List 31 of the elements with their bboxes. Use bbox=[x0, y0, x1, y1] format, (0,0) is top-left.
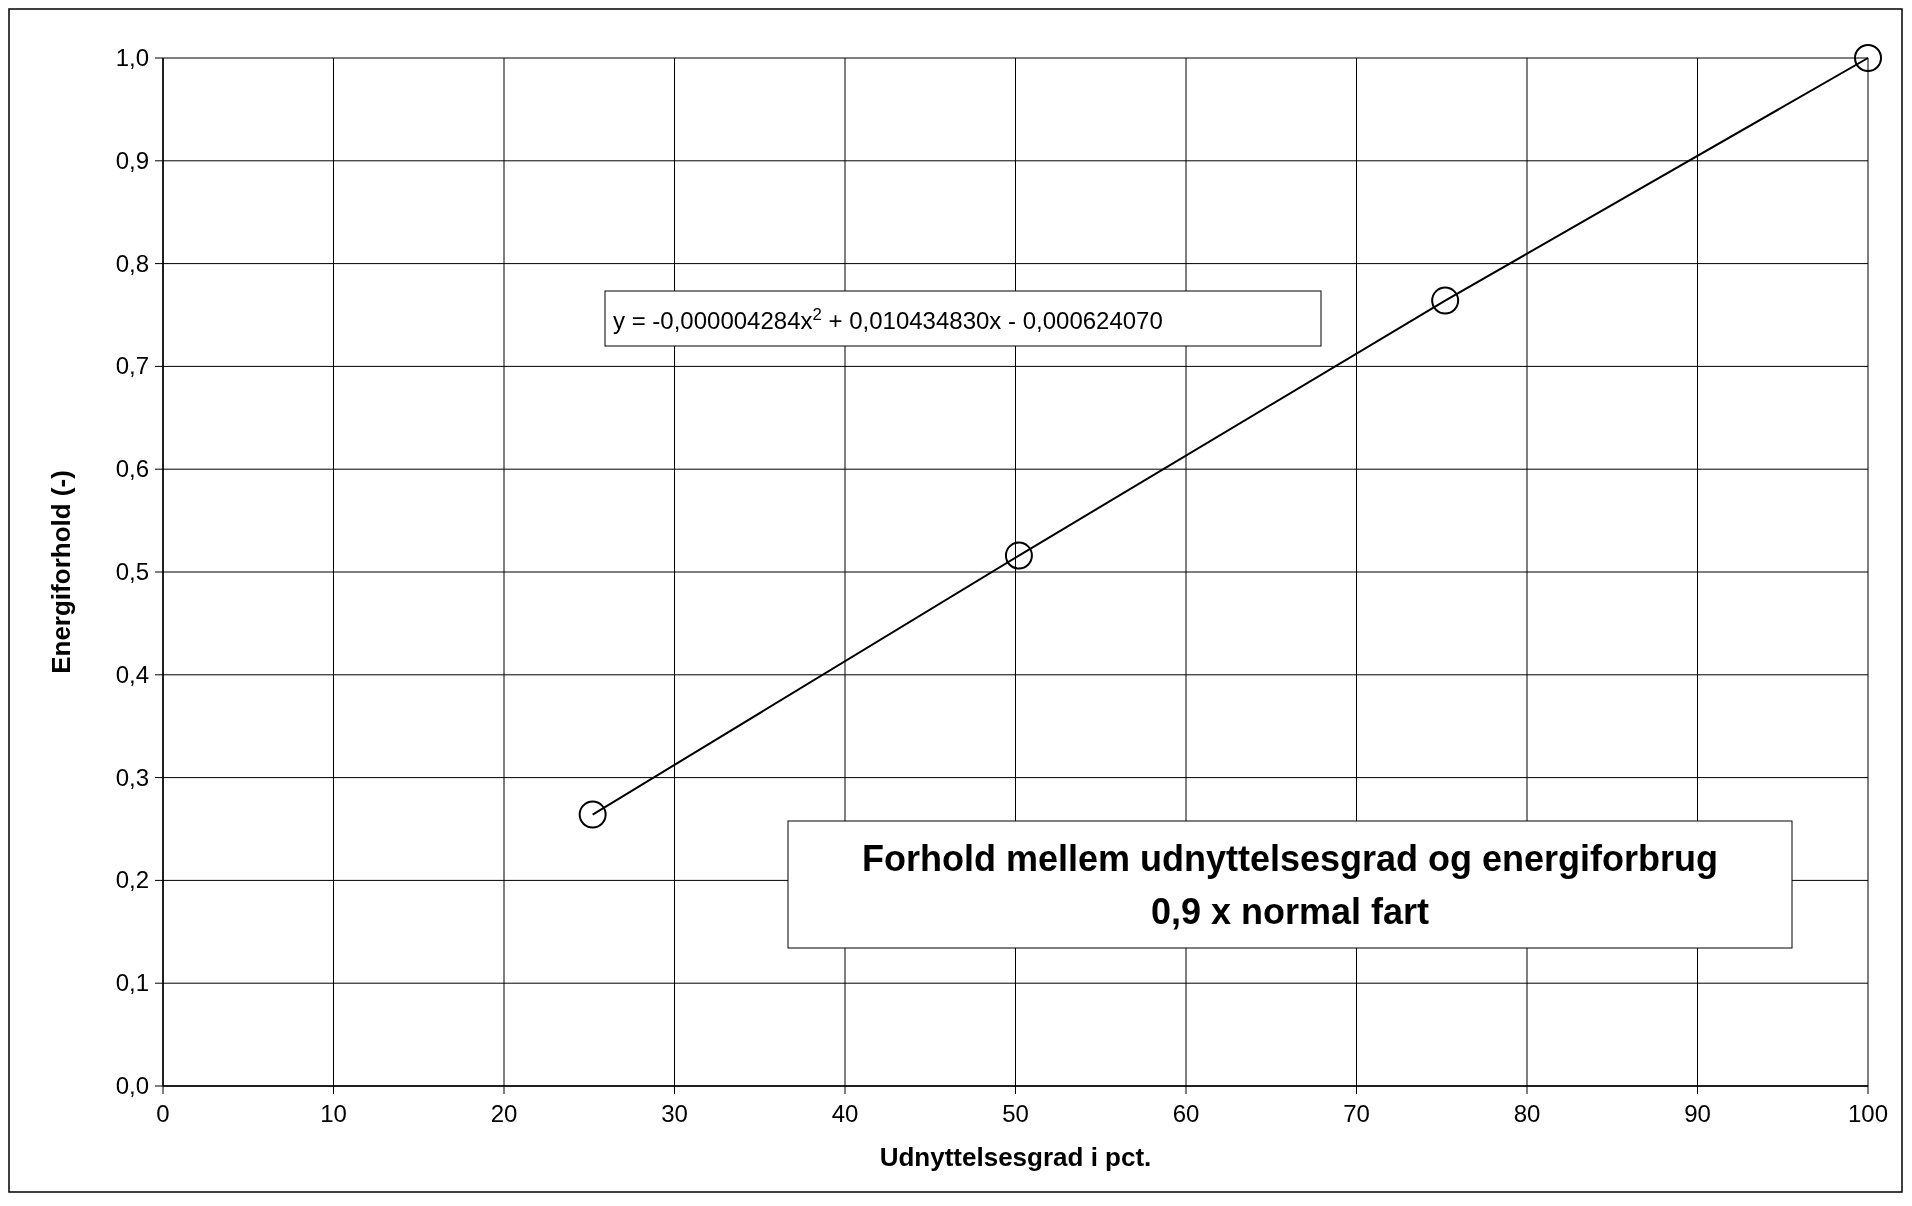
x-tick-label: 40 bbox=[831, 1100, 859, 1127]
point bbox=[578, 800, 607, 829]
x-tick-label: 60 bbox=[1172, 1100, 1200, 1127]
x-tick-label: 80 bbox=[1513, 1100, 1541, 1127]
x-tick-label: 0 bbox=[156, 1100, 170, 1127]
y-tick-label: 1,0 bbox=[115, 44, 149, 71]
x-tick-label: 100 bbox=[1847, 1100, 1889, 1127]
x-tick-label: 90 bbox=[1684, 1100, 1711, 1127]
y-tick-label: 0,9 bbox=[115, 146, 149, 174]
x-axis-title: Udnyttelsesgrad i pct. bbox=[879, 1142, 1152, 1172]
point bbox=[1431, 286, 1460, 315]
x-tick-label: 30 bbox=[661, 1100, 688, 1127]
y-tick-label: 0,5 bbox=[115, 558, 149, 585]
y-tick-label: 0,4 bbox=[115, 660, 149, 688]
y-tick-label: 0,8 bbox=[115, 249, 149, 277]
y-tick-label: 0,1 bbox=[115, 969, 149, 997]
y-axis-title: Energiforhold (-) bbox=[46, 470, 76, 674]
annotation: y = -0,000004284x$^{2}$ + 0,010434830x - 0,000624070 bbox=[613, 304, 1163, 334]
y-tick-label: 0,2 bbox=[115, 866, 149, 894]
y-tick-label: 0,6 bbox=[115, 455, 149, 483]
x-tick-label: 50 bbox=[1002, 1100, 1029, 1127]
y-tick-label: 0,7 bbox=[115, 352, 149, 380]
x-tick-label: 70 bbox=[1343, 1100, 1370, 1127]
equation-box: y = -0,000004284x$^{2}$ + 0,010434830x - 0,000624070 bbox=[604, 290, 1322, 347]
point bbox=[1004, 541, 1033, 570]
y-tick-label: 0,0 bbox=[115, 1072, 149, 1099]
point bbox=[1854, 44, 1882, 72]
title-box: Forhold mellem udnyttelsesgrad og energiforbrug 0,9 x normal fart bbox=[787, 820, 1793, 949]
x-tick-label: 20 bbox=[490, 1100, 518, 1127]
x-tick-label: 10 bbox=[320, 1100, 347, 1127]
y-tick-label: 0,3 bbox=[115, 763, 149, 791]
